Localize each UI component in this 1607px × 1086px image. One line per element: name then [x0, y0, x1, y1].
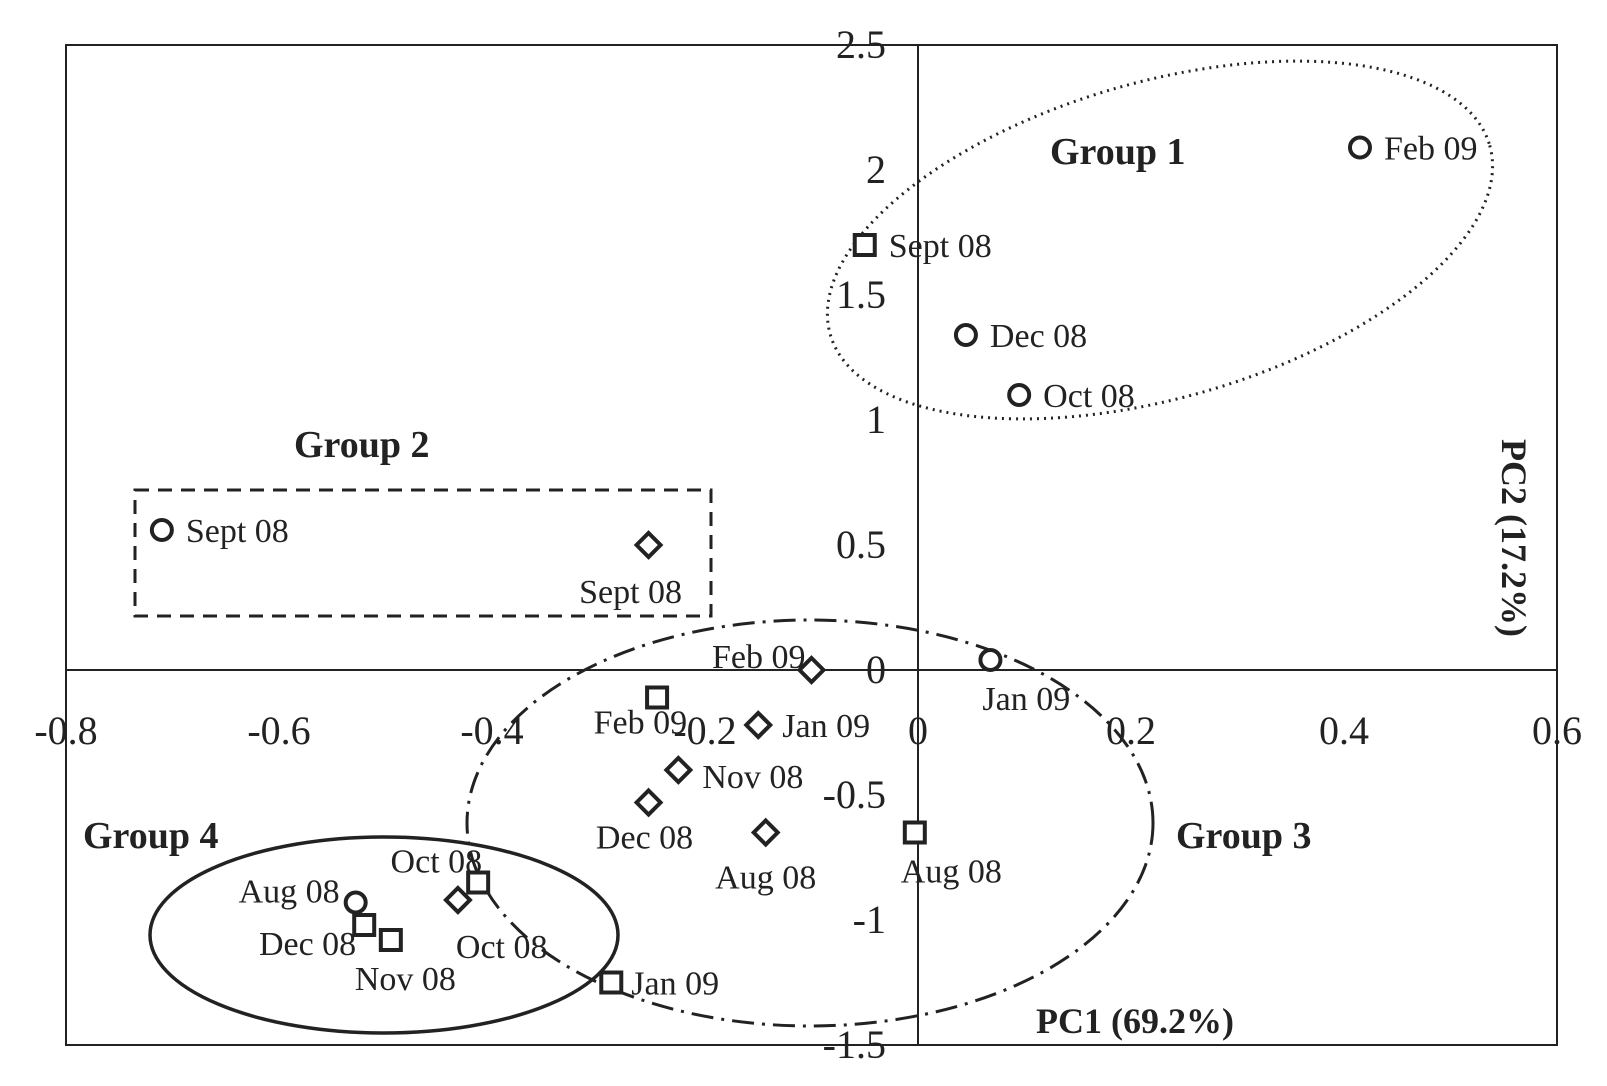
y-tick-label: 2: [866, 147, 886, 192]
x-tick-label: -0.6: [247, 708, 310, 753]
y-tick-label: 1.5: [836, 272, 886, 317]
point-label: Oct 08: [456, 929, 548, 966]
point-label: Sept 08: [186, 513, 289, 550]
diamond-marker: [633, 530, 664, 560]
point-label: Nov 08: [355, 961, 456, 998]
y-tick-label: -1.5: [823, 1022, 886, 1067]
y-tick-label: -0.5: [823, 772, 886, 817]
circle-marker: [978, 648, 1003, 672]
group-2-outline: [133, 488, 713, 618]
circle-marker: [1347, 135, 1372, 160]
diamond-marker: [796, 655, 827, 685]
y-tick-label: 0.5: [836, 522, 886, 567]
circle-marker: [149, 518, 174, 542]
y-tick-labels: -1.5 -1 -0.5 0 0.5 1 1.5 2 2.5: [823, 22, 886, 1067]
y-tick-label: -1: [853, 897, 886, 942]
diamond-marker: [663, 755, 694, 785]
x-tick-label: 0.6: [1532, 708, 1582, 753]
point-label: Jan 09: [631, 966, 719, 1003]
y-tick-label: 1: [866, 397, 886, 442]
diamond-marker: [633, 787, 664, 818]
point-label: Feb 09: [712, 639, 806, 676]
group-4-outline: [148, 835, 620, 1035]
point-label: Aug 08: [901, 854, 1002, 891]
point-label: Dec 08: [259, 926, 356, 963]
point-label: Dec 08: [596, 820, 693, 857]
point-label: Oct 08: [1043, 378, 1135, 415]
x-axis-title: PC1 (69.2%): [1036, 1001, 1234, 1041]
group-2-label: Group 2: [294, 424, 430, 466]
y-axis-title: PC2 (17.2%): [1494, 439, 1534, 637]
data-markers: [149, 135, 1372, 995]
point-labels: Feb 09 Dec 08 Oct 08 Sept 08 Jan 09 Aug 08 Sep…: [186, 131, 1478, 1003]
point-label: Sept 08: [889, 228, 992, 265]
point-label: Jan 09: [982, 681, 1070, 718]
diamond-marker: [743, 710, 774, 740]
square-marker: [902, 820, 927, 845]
x-tick-label: -0.4: [460, 708, 523, 753]
group-1-label: Group 1: [1050, 131, 1186, 173]
x-tick-label: 0.4: [1319, 708, 1369, 753]
point-label: Dec 08: [990, 318, 1087, 355]
group-3-label: Group 3: [1176, 815, 1312, 857]
x-tick-label: 0: [908, 708, 928, 753]
point-label: Nov 08: [702, 759, 803, 796]
x-tick-labels: -0.8 -0.6 -0.4 -0.2 0 0.2 0.4 0.6: [34, 708, 1582, 753]
x-tick-label: 0.2: [1106, 708, 1156, 753]
x-tick-label: -0.2: [673, 708, 736, 753]
point-label: Aug 08: [239, 874, 340, 911]
square-marker: [599, 970, 624, 995]
square-marker: [466, 870, 491, 895]
group-1-outline: [825, 59, 1495, 421]
circle-marker: [1007, 383, 1032, 407]
y-tick-label: 0: [866, 647, 886, 692]
y-tick-label: 2.5: [836, 22, 886, 67]
x-tick-label: -0.8: [34, 708, 97, 753]
point-label: Sept 08: [579, 574, 682, 611]
plot-frame: [65, 44, 1558, 1046]
circle-marker: [953, 323, 978, 347]
circle-marker: [343, 890, 368, 915]
point-label: Oct 08: [391, 844, 483, 881]
group-4-label: Group 4: [83, 815, 219, 857]
square-marker: [378, 928, 403, 952]
point-label: Aug 08: [715, 860, 816, 897]
diamond-marker: [443, 885, 473, 915]
square-marker: [852, 233, 877, 257]
point-label: Feb 09: [1384, 131, 1478, 168]
square-marker: [645, 685, 670, 710]
diamond-marker: [750, 817, 781, 848]
point-label: Jan 09: [782, 708, 870, 745]
square-marker: [352, 913, 377, 937]
point-label: Feb 09: [594, 705, 688, 742]
group-3-outline: [465, 618, 1155, 1028]
